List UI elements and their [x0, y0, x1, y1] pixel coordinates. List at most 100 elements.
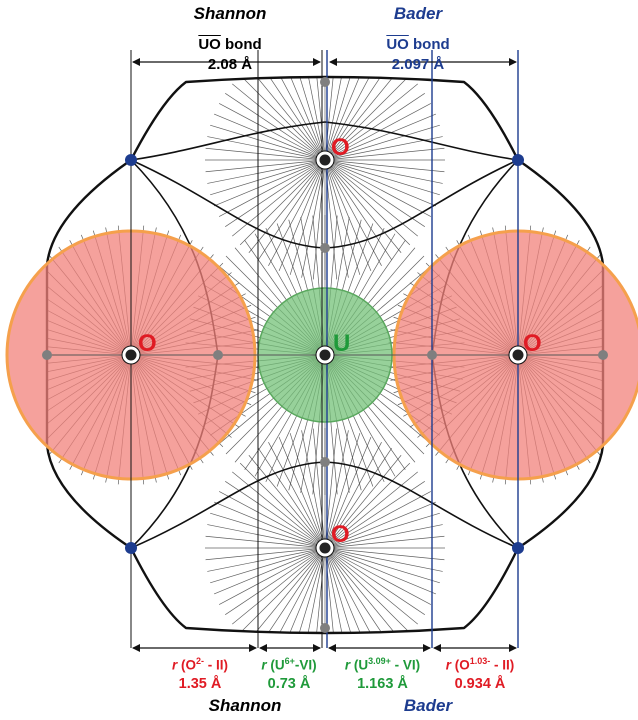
field-line-o-top [324, 159, 445, 173]
u-shannon-radius-label: r (U6+-VI) [244, 656, 334, 673]
field-line-o-bottom [312, 547, 326, 633]
field-line-o-top [248, 159, 326, 253]
o-shannon-r: r [171, 657, 178, 673]
field-line-o-bottom [289, 433, 326, 549]
field-line-o-top [324, 77, 382, 161]
o-shannon-radius-label: r (O2- - II) [135, 656, 265, 673]
bond-critical-point [42, 350, 52, 360]
o-bader-radius-label: r (O1.03- - II) [430, 656, 530, 673]
field-line-o-bottom [248, 455, 326, 549]
field-line-o-bottom [324, 442, 382, 549]
field-line-o-top [324, 159, 411, 246]
field-line-o-top [289, 159, 326, 275]
o-shannon-radius-value: 1.35 Å [178, 676, 222, 692]
nuclear-critical-point [319, 542, 331, 554]
field-line-o-bottom [324, 491, 431, 549]
atom-label-o-bottom: O [331, 521, 350, 548]
field-line-o-top [225, 93, 326, 161]
field-line-o-bottom [225, 547, 326, 615]
o-bader-radius-value: 0.934 Å [454, 676, 506, 692]
ring-critical-point [125, 542, 137, 554]
field-line-o-bottom [324, 512, 440, 549]
field-line-o-top [205, 159, 326, 173]
field-line-o-top [324, 159, 418, 237]
shannon-bond-label: UO bond [155, 36, 305, 53]
o-bader-r: r [445, 657, 451, 673]
bader-bond-label: UO bond [343, 36, 493, 53]
shannon-bond-suffix: bond [220, 36, 262, 53]
field-line-o-bottom [324, 547, 431, 605]
field-line-o-bottom [324, 547, 443, 572]
field-line-o-bottom [301, 547, 326, 633]
field-line-o-bottom [324, 547, 372, 633]
field-line-o-top [324, 147, 445, 161]
o-bader-charge: 1.03- [469, 656, 491, 666]
field-line-o-top [324, 93, 425, 161]
field-line-o-bottom [278, 437, 326, 549]
field-line-o-bottom [239, 547, 326, 633]
field-line-o-bottom [214, 547, 326, 595]
field-line-o-bottom [248, 547, 326, 633]
bond-critical-point [213, 350, 223, 360]
field-line-o-top [258, 159, 326, 260]
field-line-o-bottom [324, 547, 361, 633]
field-line-o-top [324, 77, 402, 161]
field-line-o-bottom [268, 547, 326, 633]
field-line-o-top [324, 159, 436, 207]
field-line-o-bottom [232, 471, 326, 549]
field-line-o-top [324, 77, 411, 161]
bond-critical-point [320, 623, 330, 633]
field-line-o-bottom [324, 547, 418, 625]
field-line-o-top [268, 159, 326, 266]
field-line-o-top [324, 159, 372, 271]
field-line-o-top [301, 77, 326, 161]
field-line-o-top [210, 159, 326, 196]
field-line-o-top [324, 159, 402, 253]
field-line-o-bottom [324, 547, 445, 561]
field-line-o-bottom [210, 547, 326, 584]
u-bader-r: r [344, 657, 351, 673]
field-line-o-bottom [324, 455, 402, 549]
field-line-o-top [232, 159, 326, 237]
field-line-o-top [219, 159, 326, 217]
u-bader-radius-value: 1.163 Å [357, 676, 408, 692]
ring-critical-point [125, 154, 137, 166]
field-line-o-top [207, 159, 326, 184]
field-line-o-top [205, 147, 326, 161]
outer-basin-boundary [45, 75, 605, 635]
field-line-o-top [268, 77, 326, 161]
atom-label-o-top: O [331, 134, 350, 161]
shannon-bond-bar: UO [198, 36, 221, 53]
field-line-o-bottom [324, 547, 382, 633]
field-line-o-bottom [324, 462, 411, 549]
field-line-o-top [324, 159, 431, 217]
field-line-o-bottom [225, 481, 326, 549]
field-line-o-top [324, 159, 425, 227]
u-bader-radius-label: r (U3.09+ - VI) [330, 656, 435, 673]
bader-bond-value: 2.097 Å [391, 56, 445, 73]
field-line-o-bottom [207, 524, 326, 549]
bond-critical-point [320, 243, 330, 253]
field-line-o-top [258, 77, 326, 161]
field-line-o-top [214, 113, 326, 161]
field-line-o-top [324, 159, 440, 196]
bader-title-bottom: Bader [403, 696, 453, 715]
basin-boundary-curve [130, 121, 326, 161]
bond-critical-point [320, 77, 330, 87]
field-line-o-bottom [324, 524, 443, 549]
field-line-o-bottom [232, 547, 326, 625]
field-line-o-bottom [278, 547, 326, 633]
field-line-o-bottom [324, 481, 425, 549]
u-shannon-charge: 6+ [284, 656, 295, 666]
field-line-o-top [324, 159, 361, 275]
bader-bond-bar: UO [386, 36, 409, 53]
field-line-o-bottom [324, 547, 425, 615]
field-line-o-bottom [239, 462, 326, 549]
field-line-o-bottom [301, 430, 326, 549]
u-shannon-cn: -VI) [294, 657, 317, 673]
shannon-title-top: Shannon [193, 4, 267, 23]
o-shannon-cn: - II) [204, 657, 229, 673]
field-line-o-top [324, 103, 431, 161]
u-bader-cn: - VI) [390, 657, 421, 673]
field-line-o-top [214, 159, 326, 207]
